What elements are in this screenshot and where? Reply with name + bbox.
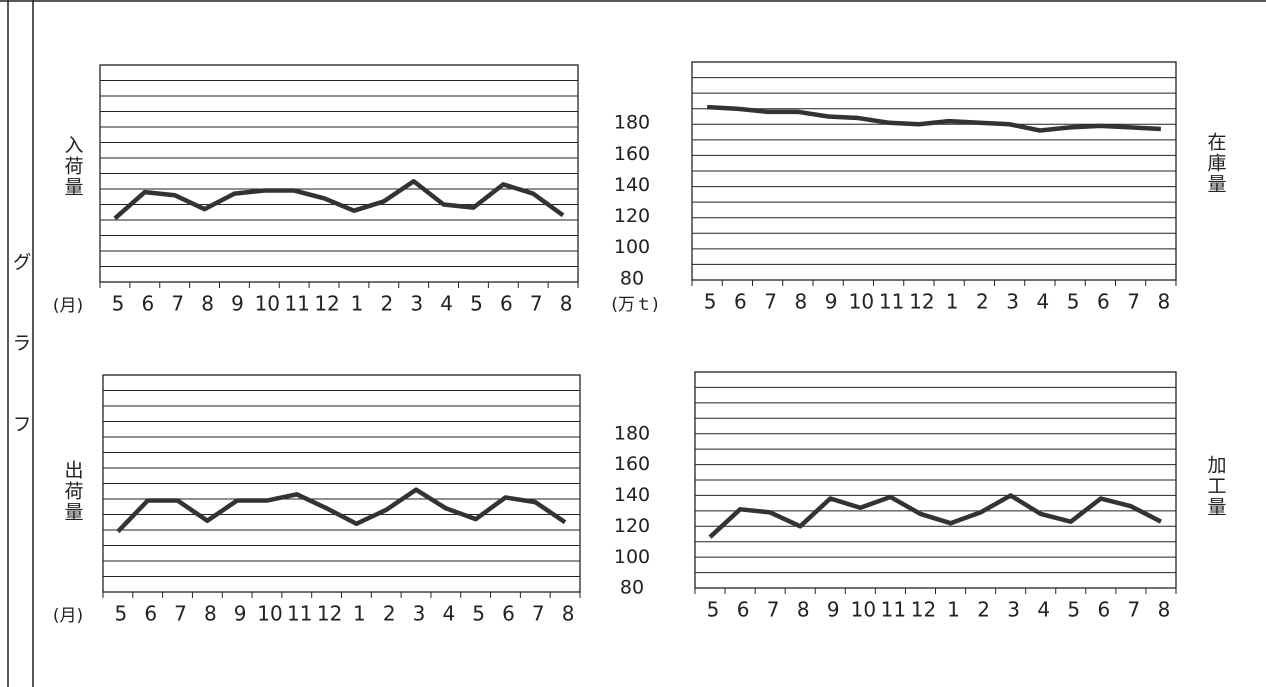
x-tick-label: 7	[530, 292, 543, 316]
y-tick-label: 120	[614, 205, 650, 227]
x-tick-label: 5	[472, 602, 485, 626]
data-line	[116, 487, 567, 534]
y-tick-label: 140	[614, 174, 650, 196]
x-tick-label: 7	[174, 602, 187, 626]
x-tick-label: 12	[317, 602, 342, 626]
x-tick-label: 11	[287, 602, 312, 626]
x-tick-label: 6	[1097, 290, 1110, 314]
x-tick-label: 8	[795, 290, 808, 314]
x-tick-label: 5	[1067, 290, 1080, 314]
x-tick-label: 7	[1127, 290, 1140, 314]
chart-title: 加工量	[1205, 455, 1227, 518]
x-tick-label: 10	[849, 290, 874, 314]
x-tick-label: 2	[976, 290, 989, 314]
x-tick-label: 2	[380, 292, 393, 316]
x-tick-label: 9	[231, 292, 244, 316]
x-tick-label: 4	[1037, 290, 1050, 314]
x-tick-label: 5	[115, 602, 128, 626]
y-tick-label: 100	[614, 546, 650, 568]
x-tick-label: 9	[825, 290, 838, 314]
x-tick-label: 11	[879, 290, 904, 314]
x-tick-label: 5	[470, 292, 483, 316]
x-tick-label: 3	[410, 292, 423, 316]
x-tick-label: 10	[257, 602, 282, 626]
x-tick-label: 6	[737, 598, 750, 622]
x-tick-label: 2	[977, 598, 990, 622]
x-tick-label: 11	[284, 292, 309, 316]
x-tick-label: 6	[1097, 598, 1110, 622]
x-tick-label: 1	[351, 292, 364, 316]
x-tick-label: 5	[704, 290, 717, 314]
y-tick-label: 180	[614, 422, 650, 444]
x-tick-label: 7	[171, 292, 184, 316]
y-tick-label: 160	[614, 453, 650, 475]
x-tick-label: 8	[1158, 598, 1171, 622]
x-tick-label: 6	[500, 292, 513, 316]
x-tick-label: 7	[532, 602, 545, 626]
x-tick-label: 2	[383, 602, 396, 626]
x-tick-label: 8	[797, 598, 810, 622]
x-tick-label: 3	[413, 602, 426, 626]
x-tick-label: 8	[201, 292, 214, 316]
data-line	[707, 104, 1161, 133]
x-tick-label: 8	[560, 292, 573, 316]
x-tick-label: 12	[911, 598, 936, 622]
x-tick-label: 1	[353, 602, 366, 626]
y-unit-label: (万ｔ)	[611, 295, 658, 315]
x-tick-label: 1	[947, 598, 960, 622]
y-tick-label: 140	[614, 484, 650, 506]
x-tick-label: 9	[827, 598, 840, 622]
x-tick-label: 7	[1128, 598, 1141, 622]
y-tick-label: 180	[614, 112, 650, 134]
x-tick-label: 6	[141, 292, 154, 316]
y-tick-label: 80	[620, 577, 644, 599]
chart-title: 在庫量	[1205, 132, 1227, 195]
side-label: グラフ	[10, 252, 32, 495]
y-tick-label: 80	[620, 267, 644, 289]
chart-title: 出荷量	[62, 460, 84, 523]
x-tick-label: 3	[1006, 290, 1019, 314]
x-tick-label: 7	[764, 290, 777, 314]
x-tick-label: 8	[1158, 290, 1171, 314]
x-tick-label: 1	[946, 290, 959, 314]
x-tick-label: 7	[767, 598, 780, 622]
data-line	[708, 493, 1162, 539]
x-tick-label: 5	[112, 292, 125, 316]
x-unit-label: (月)	[53, 296, 83, 316]
x-tick-label: 3	[1007, 598, 1020, 622]
x-tick-label: 10	[851, 598, 876, 622]
x-tick-label: 6	[144, 602, 157, 626]
x-tick-label: 6	[502, 602, 515, 626]
x-tick-label: 6	[734, 290, 747, 314]
x-tick-label: 5	[707, 598, 720, 622]
x-tick-label: 4	[1037, 598, 1050, 622]
x-tick-label: 8	[204, 602, 217, 626]
data-line	[113, 179, 565, 221]
x-tick-label: 8	[562, 602, 575, 626]
x-tick-label: 9	[234, 602, 247, 626]
y-tick-label: 120	[614, 515, 650, 537]
x-tick-label: 10	[255, 292, 280, 316]
x-tick-label: 5	[1067, 598, 1080, 622]
y-tick-label: 160	[614, 143, 650, 165]
y-tick-label: 100	[614, 236, 650, 258]
x-unit-label: (月)	[53, 606, 83, 626]
x-tick-label: 12	[909, 290, 934, 314]
x-tick-label: 4	[440, 292, 453, 316]
chart-title: 入荷量	[62, 135, 84, 198]
x-tick-label: 11	[881, 598, 906, 622]
x-tick-label: 12	[314, 292, 339, 316]
x-tick-label: 4	[442, 602, 455, 626]
